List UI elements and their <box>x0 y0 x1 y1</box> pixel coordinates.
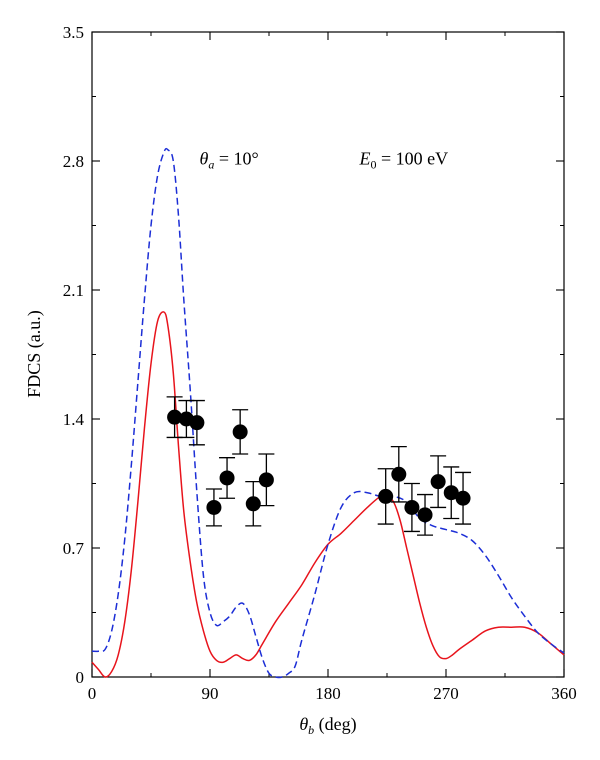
x-tick-label: 90 <box>202 684 219 703</box>
data-point <box>417 507 433 523</box>
x-tick-label: 0 <box>88 684 97 703</box>
y-tick-label: 3.5 <box>63 23 84 42</box>
data-point <box>378 488 394 504</box>
annotation-theta-a-subscript: a <box>208 158 214 172</box>
y-tick-label: 2.1 <box>63 281 84 300</box>
data-point <box>404 499 420 515</box>
data-point <box>258 472 274 488</box>
y-tick-label: 0 <box>76 668 85 687</box>
data-point <box>391 466 407 482</box>
experimental-points <box>166 396 472 536</box>
annotation-energy-value: = 100 eV <box>376 149 448 169</box>
data-point <box>430 474 446 490</box>
solid-theory-curve <box>91 311 565 678</box>
dashed-theory-curve <box>91 147 565 679</box>
data-point <box>443 485 459 501</box>
annotation-energy: E0 = 100 eV <box>358 149 448 172</box>
data-point <box>206 499 222 515</box>
annotation-theta-a: θa = 10° <box>200 149 259 172</box>
y-tick-label: 1.4 <box>63 410 85 429</box>
x-axis-label-unit: (deg) <box>314 714 356 735</box>
x-axis-label-symbol: θ <box>299 714 308 734</box>
x-tick-label: 360 <box>551 684 577 703</box>
data-point <box>219 470 235 486</box>
y-axis-label: FDCS (a.u.) <box>24 310 45 398</box>
annotation-theta-a-value: = 10° <box>214 149 258 169</box>
x-tick-label: 180 <box>315 684 341 703</box>
annotation-theta-a-symbol: θ <box>200 149 209 169</box>
plot-frame <box>91 31 565 678</box>
x-axis-label: θb (deg) <box>299 714 356 737</box>
data-point <box>245 496 261 512</box>
annotation-energy-subscript: 0 <box>370 158 376 172</box>
data-point <box>455 490 471 506</box>
x-axis-label-subscript: b <box>308 723 314 737</box>
data-point <box>232 424 248 440</box>
axis-ticks <box>91 31 565 678</box>
y-tick-label: 2.8 <box>63 152 84 171</box>
annotation-energy-symbol: E <box>358 149 370 169</box>
data-point <box>189 415 205 431</box>
x-tick-label: 270 <box>433 684 459 703</box>
tick-labels: 0 90 180 270 360 0 0.7 1.4 2.1 2.8 3.5 <box>63 23 577 703</box>
y-tick-label: 0.7 <box>63 539 85 558</box>
data-point <box>167 409 183 425</box>
theory-curves <box>91 147 565 679</box>
